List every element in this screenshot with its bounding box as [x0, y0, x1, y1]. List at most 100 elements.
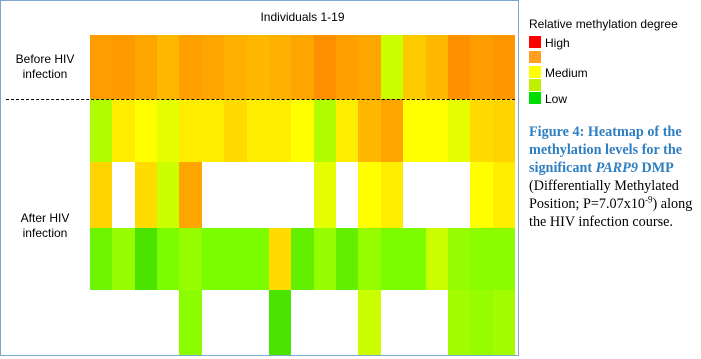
heatmap-cell [157, 35, 179, 99]
heatmap-cell [224, 99, 247, 162]
heatmap-cell [470, 99, 493, 162]
heatmap-cell [291, 162, 314, 228]
heatmap-cell [336, 228, 358, 290]
legend-swatch-2 [529, 51, 541, 63]
heatmap-cell [358, 228, 381, 290]
heatmap-cell [470, 35, 493, 99]
heatmap-cell [269, 35, 291, 99]
heatmap-cell [314, 162, 336, 228]
heatmap-cell [112, 162, 135, 228]
chart-title: Individuals 1-19 [260, 10, 345, 24]
heatmap-cell [336, 162, 358, 228]
heatmap-cell [470, 290, 493, 355]
legend-title: Relative methylation degree [529, 17, 678, 31]
heatmap-cell [179, 99, 202, 162]
heatmap-cell [157, 228, 179, 290]
heatmap-cell [179, 228, 202, 290]
heatmap-cell [403, 290, 426, 355]
heatmap-cell [470, 228, 493, 290]
heatmap-cell [426, 290, 448, 355]
heatmap-cell [426, 228, 448, 290]
heatmap-cell [426, 162, 448, 228]
caption-bold-tail: DMP [641, 160, 674, 176]
heatmap-cell [135, 99, 157, 162]
heatmap-cell [426, 99, 448, 162]
figure-caption: Figure 4: Heatmap of the methylation lev… [529, 123, 701, 231]
heatmap-cell [381, 290, 403, 355]
heatmap-cell [224, 290, 247, 355]
heatmap-cell [202, 290, 224, 355]
row-label-after: After HIV infection [20, 211, 70, 240]
heatmap-cell [90, 99, 112, 162]
heatmap-cell [291, 228, 314, 290]
heatmap-cell [493, 35, 515, 99]
heatmap-cell [269, 99, 291, 162]
heatmap-cell [448, 35, 470, 99]
heatmap-cell [179, 162, 202, 228]
heatmap-cell [426, 35, 448, 99]
heatmap-cell [470, 162, 493, 228]
heatmap-cell [112, 228, 135, 290]
heatmap-cell [336, 99, 358, 162]
heatmap-cell [381, 35, 403, 99]
heatmap-cell [269, 290, 291, 355]
heatmap-cell [448, 162, 470, 228]
heatmap-cell [157, 290, 179, 355]
heatmap-cell [336, 290, 358, 355]
heatmap [90, 35, 515, 355]
heatmap-cell [291, 35, 314, 99]
legend-swatch-4 [529, 79, 541, 91]
heatmap-cell [202, 228, 224, 290]
heatmap-cell [381, 162, 403, 228]
heatmap-cell [314, 290, 336, 355]
legend-label-high: High [545, 36, 570, 50]
heatmap-cell [202, 162, 224, 228]
heatmap-cell [358, 99, 381, 162]
legend-swatch-high [529, 36, 541, 48]
heatmap-cell [179, 35, 202, 99]
heatmap-cell [358, 162, 381, 228]
heatmap-cell [247, 228, 269, 290]
caption-exponent: -9 [645, 194, 653, 205]
heatmap-cell [112, 290, 135, 355]
heatmap-cell [448, 290, 470, 355]
heatmap-cell [179, 290, 202, 355]
figure-panel [0, 0, 519, 356]
heatmap-cell [269, 162, 291, 228]
heatmap-cell [291, 290, 314, 355]
heatmap-cell [90, 228, 112, 290]
heatmap-cell [403, 99, 426, 162]
separator-line [6, 99, 515, 100]
heatmap-cell [90, 290, 112, 355]
caption-text-tail: ) along the HIV infection course. [529, 196, 693, 230]
heatmap-cell [314, 99, 336, 162]
heatmap-cell [381, 99, 403, 162]
heatmap-cell [112, 99, 135, 162]
heatmap-cell [403, 35, 426, 99]
heatmap-cell [314, 228, 336, 290]
legend-swatch-low [529, 92, 541, 104]
heatmap-cell [135, 290, 157, 355]
heatmap-cell [291, 99, 314, 162]
heatmap-cell [403, 228, 426, 290]
heatmap-cell [202, 99, 224, 162]
heatmap-cell [448, 228, 470, 290]
caption-text: (Differentially Methylated Position; P=7… [529, 178, 679, 212]
heatmap-cell [358, 290, 381, 355]
heatmap-cell [247, 99, 269, 162]
heatmap-cell [358, 35, 381, 99]
heatmap-cell [493, 290, 515, 355]
heatmap-cell [224, 228, 247, 290]
caption-gene: PARP9 [595, 160, 638, 176]
heatmap-cell [403, 162, 426, 228]
heatmap-cell [269, 228, 291, 290]
heatmap-cell [247, 290, 269, 355]
heatmap-cell [157, 162, 179, 228]
heatmap-cell [112, 35, 135, 99]
heatmap-cell [224, 35, 247, 99]
heatmap-cell [90, 162, 112, 228]
heatmap-cell [247, 162, 269, 228]
heatmap-cell [135, 228, 157, 290]
row-label-before: Before HIV infection [15, 52, 75, 81]
